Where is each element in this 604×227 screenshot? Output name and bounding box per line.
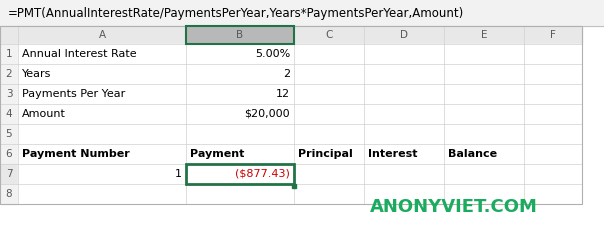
Text: A: A [98,30,106,40]
Bar [444,104,524,124]
Bar [186,64,294,84]
Bar [524,84,582,104]
Bar [0,0,604,26]
Text: =PMT(AnnualInterestRate/PaymentsPerYear,Years*PaymentsPerYear,Amount): =PMT(AnnualInterestRate/PaymentsPerYear,… [8,7,464,20]
Bar [0,84,18,104]
Bar [0,104,18,124]
Text: D: D [400,30,408,40]
Bar [18,104,186,124]
Text: 4: 4 [5,109,12,119]
Text: Years: Years [22,69,51,79]
Text: 5.00%: 5.00% [255,49,290,59]
Bar [186,124,294,144]
Bar [18,164,186,184]
Text: Payments Per Year: Payments Per Year [22,89,125,99]
Bar [364,184,444,204]
Text: 2: 2 [5,69,12,79]
Bar [364,64,444,84]
Bar [0,184,18,204]
Bar [186,184,294,204]
Bar [186,164,294,184]
Bar [18,64,186,84]
Text: $20,000: $20,000 [245,109,290,119]
Bar [294,184,364,204]
Bar [0,64,18,84]
Bar [444,84,524,104]
Bar [18,144,186,164]
Bar [524,26,582,44]
Bar [294,64,364,84]
Bar [18,124,186,144]
Bar [294,144,364,164]
Bar [444,44,524,64]
Bar [18,26,186,44]
Bar [0,44,18,64]
Bar [186,26,294,44]
Text: Balance: Balance [448,149,497,159]
Bar [18,84,186,104]
Bar [186,26,294,44]
Text: Principal: Principal [298,149,353,159]
Bar [524,144,582,164]
Text: ($877.43): ($877.43) [235,169,290,179]
Bar [444,184,524,204]
Bar [444,164,524,184]
Bar [364,144,444,164]
Bar [18,44,186,64]
Bar [186,144,294,164]
Bar [294,164,364,184]
Text: 8: 8 [5,189,12,199]
Text: 1: 1 [5,49,12,59]
Text: F: F [550,30,556,40]
Bar [524,104,582,124]
Bar [294,124,364,144]
Text: E: E [481,30,487,40]
Bar [364,104,444,124]
Bar [444,124,524,144]
Bar [294,104,364,124]
Bar [0,124,18,144]
Bar [444,26,524,44]
Bar [18,184,186,204]
Bar [444,64,524,84]
Text: B: B [236,30,243,40]
Bar [294,84,364,104]
Bar [524,184,582,204]
Bar [524,164,582,184]
Bar [186,44,294,64]
Bar [186,104,294,124]
Bar [524,44,582,64]
Text: Annual Interest Rate: Annual Interest Rate [22,49,137,59]
Text: 6: 6 [5,149,12,159]
Text: 2: 2 [283,69,290,79]
Bar [0,26,582,204]
Text: 7: 7 [5,169,12,179]
Text: ANONYVIET.COM: ANONYVIET.COM [370,198,538,216]
Bar [0,164,18,184]
Bar [186,164,294,184]
Bar [364,84,444,104]
Bar [444,144,524,164]
Text: 5: 5 [5,129,12,139]
Text: Interest: Interest [368,149,417,159]
Bar [364,44,444,64]
Bar [524,124,582,144]
Bar [0,26,18,44]
Text: 1: 1 [175,169,182,179]
Bar [364,164,444,184]
Bar [364,124,444,144]
Text: 3: 3 [5,89,12,99]
Bar [294,26,364,44]
Text: Amount: Amount [22,109,66,119]
Bar [292,184,296,188]
Bar [186,84,294,104]
Bar [364,26,444,44]
Text: C: C [326,30,333,40]
Bar [294,44,364,64]
Bar [0,144,18,164]
Bar [524,64,582,84]
Text: Payment Number: Payment Number [22,149,130,159]
Text: 12: 12 [276,89,290,99]
Text: Payment: Payment [190,149,245,159]
